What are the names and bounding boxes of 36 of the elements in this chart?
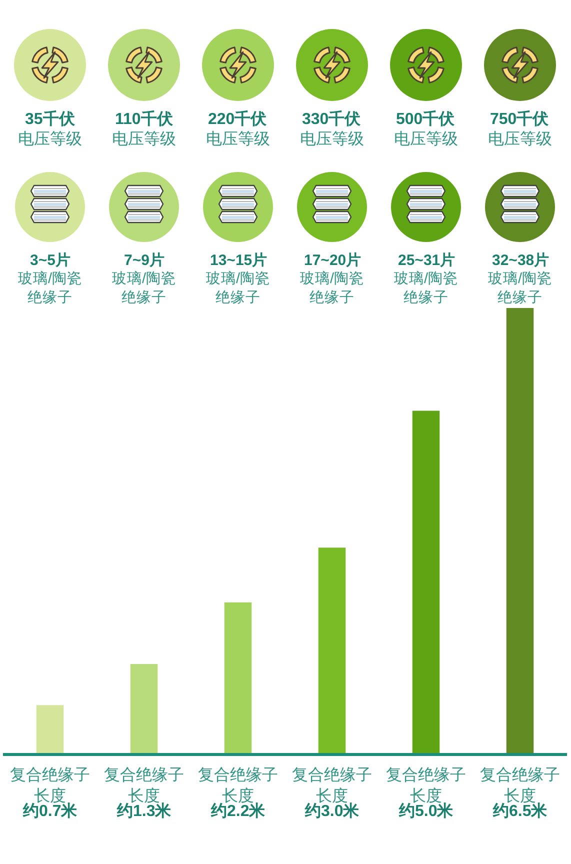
bar	[318, 548, 346, 753]
text: 玻璃/陶瓷绝缘子	[206, 270, 270, 306]
text: 电压等级	[206, 130, 270, 148]
bar	[36, 705, 64, 753]
data-label: 约3.0米	[304, 802, 360, 820]
text: 750千伏	[490, 110, 550, 128]
bar	[506, 308, 534, 753]
data-label: 约2.2米	[210, 802, 266, 820]
data-label: 约5.0米	[398, 802, 454, 820]
text: 3~5片	[30, 252, 70, 269]
data-label: 约1.3米	[116, 802, 172, 820]
text: 25~31片	[398, 252, 456, 269]
bar	[224, 602, 252, 753]
text: 玻璃/陶瓷绝缘子	[488, 270, 552, 306]
text: 玻璃/陶瓷绝缘子	[300, 270, 364, 306]
bar	[130, 664, 158, 753]
text: 330千伏	[302, 110, 362, 128]
text: 17~20片	[304, 252, 362, 269]
text: 玻璃/陶瓷绝缘子	[112, 270, 176, 306]
text: 玻璃/陶瓷绝缘子	[394, 270, 458, 306]
text: 电压等级	[300, 130, 364, 148]
text: 110千伏	[115, 110, 174, 128]
text: 32~38片	[492, 252, 550, 269]
text: 电压等级	[112, 130, 176, 148]
data-label: 约6.5米	[492, 802, 548, 820]
text: 玻璃/陶瓷绝缘子	[18, 270, 82, 306]
bar	[412, 410, 440, 753]
text: 500千伏	[396, 110, 456, 128]
text: 电压等级	[488, 130, 552, 148]
text: 7~9片	[124, 252, 164, 269]
text: 220千伏	[208, 110, 268, 128]
text: 电压等级	[394, 130, 458, 148]
text: 电压等级	[18, 130, 82, 148]
text: 35千伏	[25, 110, 76, 128]
data-label: 约0.7米	[22, 802, 78, 820]
text: 13~15片	[210, 252, 268, 269]
